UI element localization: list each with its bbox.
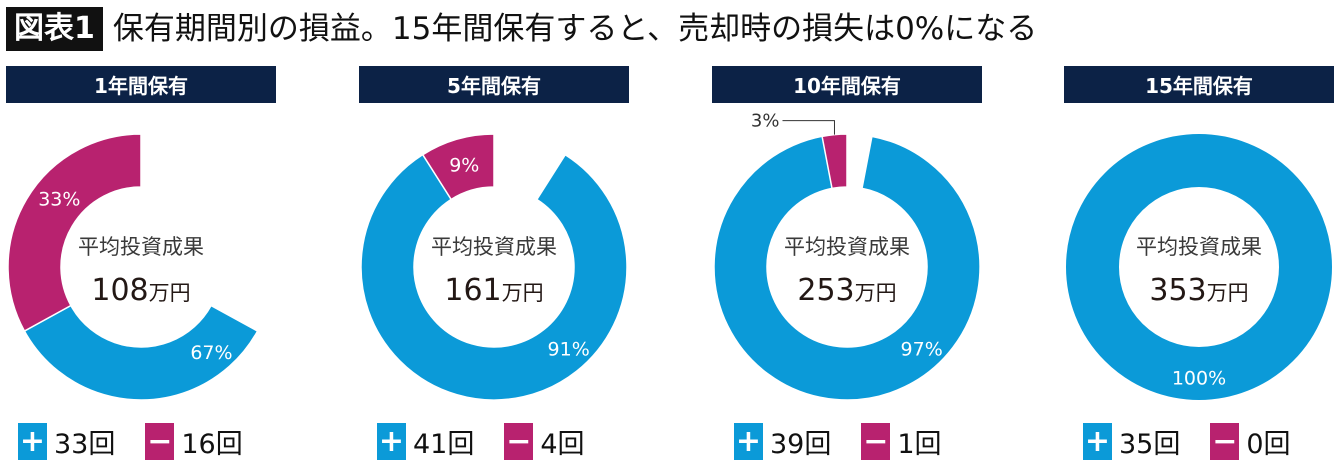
panel-header: 5年間保有 — [359, 66, 629, 103]
gain-percent-label: 100% — [1172, 368, 1226, 390]
slice-loss — [421, 133, 495, 201]
loss-count: 1回 — [897, 429, 942, 460]
slice-gain — [713, 133, 981, 401]
gain-percent-label: 91% — [548, 338, 590, 360]
loss-count: 0回 — [1246, 429, 1291, 460]
legend-loss: − 0回 — [1210, 422, 1291, 461]
donut-chart: 平均投資成果 353万円 100% — [1066, 134, 1332, 400]
gain-count: 41回 — [413, 429, 475, 460]
minus-icon: − — [861, 423, 891, 460]
legend: + 39回 − 1回 — [734, 422, 972, 461]
average-result: 108万円 — [91, 273, 190, 308]
panel-10-years: 10年間保有 平均投資成果 253万円 97% 3% + 39回 − 1回 — [706, 66, 1058, 470]
average-result: 353万円 — [1149, 273, 1248, 308]
legend: + 35回 − 0回 — [1083, 422, 1321, 461]
leader-line — [782, 120, 835, 135]
slice-loss — [821, 133, 848, 190]
legend-gain: + 41回 — [377, 422, 474, 461]
loss-count: 16回 — [181, 429, 243, 460]
loss-percent-label: 3% — [751, 111, 780, 132]
loss-count: 4回 — [540, 429, 585, 460]
gain-count: 33回 — [54, 429, 116, 460]
loss-percent-label: 33% — [38, 189, 80, 211]
center-label: 平均投資成果 — [784, 235, 910, 259]
center-label: 平均投資成果 — [1136, 235, 1262, 259]
minus-icon: − — [504, 423, 534, 460]
legend-gain: + 39回 — [734, 422, 831, 461]
average-result: 253万円 — [797, 273, 896, 308]
figure-label: 図表1 — [6, 7, 103, 51]
donut-chart: 平均投資成果 161万円 91% 9% — [360, 133, 628, 401]
legend-loss: − 16回 — [145, 422, 243, 461]
center-label: 平均投資成果 — [431, 235, 557, 259]
minus-icon: − — [1210, 423, 1240, 460]
donut-chart: 平均投資成果 253万円 97% 3% — [713, 111, 981, 401]
panel-1-year: 1年間保有 平均投資成果 108万円 67% 33% + 33回 − 16回 — [0, 66, 352, 470]
minus-icon: − — [145, 423, 175, 460]
legend-gain: + 35回 — [1083, 422, 1180, 461]
plus-icon: + — [377, 423, 406, 460]
center-label: 平均投資成果 — [78, 235, 204, 259]
legend-loss: − 1回 — [861, 422, 942, 461]
donut-chart: 平均投資成果 108万円 67% 33% — [7, 133, 259, 401]
plus-icon: + — [734, 423, 763, 460]
page-title: 保有期間別の損益。15年間保有すると、売却時の損失は0%になる — [112, 11, 1038, 47]
legend-gain: + 33回 — [18, 422, 115, 461]
panel-header: 15年間保有 — [1064, 66, 1334, 103]
panel-5-years: 5年間保有 平均投資成果 161万円 91% 9% + 41回 − 4回 — [353, 66, 705, 470]
loss-percent-label: 9% — [449, 155, 479, 177]
gain-count: 39回 — [770, 429, 832, 460]
slice-loss — [7, 133, 142, 333]
gain-percent-label: 67% — [190, 342, 232, 364]
legend-loss: − 4回 — [504, 422, 585, 461]
panel-header: 1年間保有 — [6, 66, 276, 103]
legend: + 41回 − 4回 — [377, 422, 615, 461]
panel-header: 10年間保有 — [712, 66, 982, 103]
panel-15-years: 15年間保有 平均投資成果 353万円 100% + 35回 − 0回 — [1058, 66, 1340, 470]
average-result: 161万円 — [444, 273, 543, 308]
slice-gain — [1066, 134, 1332, 400]
gain-count: 35回 — [1119, 429, 1181, 460]
legend: + 33回 − 16回 — [18, 422, 273, 461]
gain-percent-label: 97% — [901, 338, 943, 360]
plus-icon: + — [18, 423, 47, 460]
plus-icon: + — [1083, 423, 1112, 460]
figure-title-row: 図表1 保有期間別の損益。15年間保有すると、売却時の損失は0%になる — [6, 6, 1037, 52]
